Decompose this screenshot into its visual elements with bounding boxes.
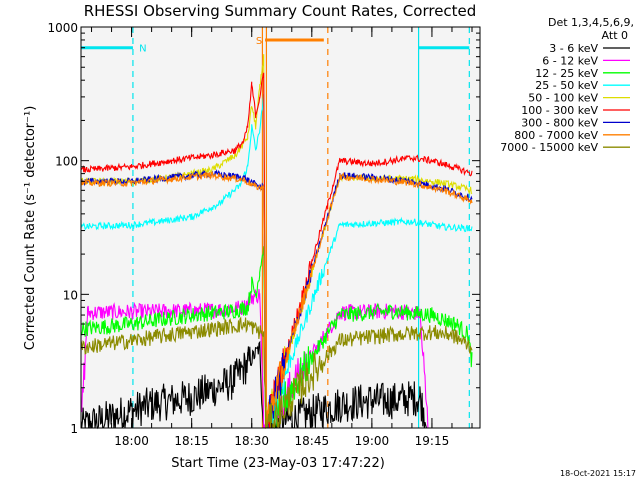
legend-label-2: 12 - 25 keV — [535, 67, 598, 80]
x-tick-label-4: 19:00 — [355, 434, 390, 448]
chart-title: RHESSI Observing Summary Count Rates, Co… — [84, 2, 477, 20]
plot-frame — [80, 26, 481, 429]
series-line-0 — [80, 340, 428, 430]
x-tick-label-2: 18:30 — [234, 434, 269, 448]
legend-label-6: 300 - 800 keV — [521, 116, 598, 129]
x-axis-label: Start Time (23-May-03 17:47:22) — [171, 456, 385, 471]
series-line-2 — [80, 246, 473, 429]
plot-area — [81, 27, 480, 428]
legend-label-3: 25 - 50 keV — [535, 79, 598, 92]
legend-header-line2: Att 0 — [602, 29, 628, 42]
series-line-8 — [80, 316, 473, 429]
legend-label-4: 50 - 100 keV — [528, 92, 598, 105]
flag-bars: NS — [81, 36, 470, 55]
y-axis-label: Corrected Count Rate (s⁻¹ detector⁻¹) — [23, 106, 38, 351]
flag-label-2: S — [256, 36, 262, 47]
x-tick-label-0: 18:00 — [114, 434, 149, 448]
footer-date: 18-Oct-2021 15:17 — [560, 469, 636, 478]
x-axis: 18:00 18:15 18:30 18:45 19:00 19:15 — [91, 27, 473, 448]
legend-label-8: 7000 - 15000 keV — [500, 141, 598, 154]
legend-label-0: 3 - 6 keV — [549, 42, 598, 55]
y-tick-label-2: 100 — [55, 155, 78, 169]
y-tick-label-1: 10 — [63, 288, 78, 302]
legend-label-5: 100 - 300 keV — [521, 104, 598, 117]
x-tick-label-3: 18:45 — [295, 434, 330, 448]
y-tick-label-0: 1 — [70, 422, 78, 436]
legend-label-7: 800 - 7000 keV — [514, 129, 598, 142]
legend-header-line1: Det 1,3,4,5,6,9, — [548, 16, 634, 29]
y-tick-label-3: 1000 — [47, 21, 78, 35]
flag-label-0: N — [139, 44, 146, 55]
series-layer — [80, 54, 473, 430]
legend-label-1: 6 - 12 keV — [542, 54, 598, 67]
y-axis: 1 10 100 1000 — [47, 21, 480, 436]
x-tick-label-1: 18:15 — [174, 434, 209, 448]
x-tick-label-5: 19:15 — [415, 434, 450, 448]
